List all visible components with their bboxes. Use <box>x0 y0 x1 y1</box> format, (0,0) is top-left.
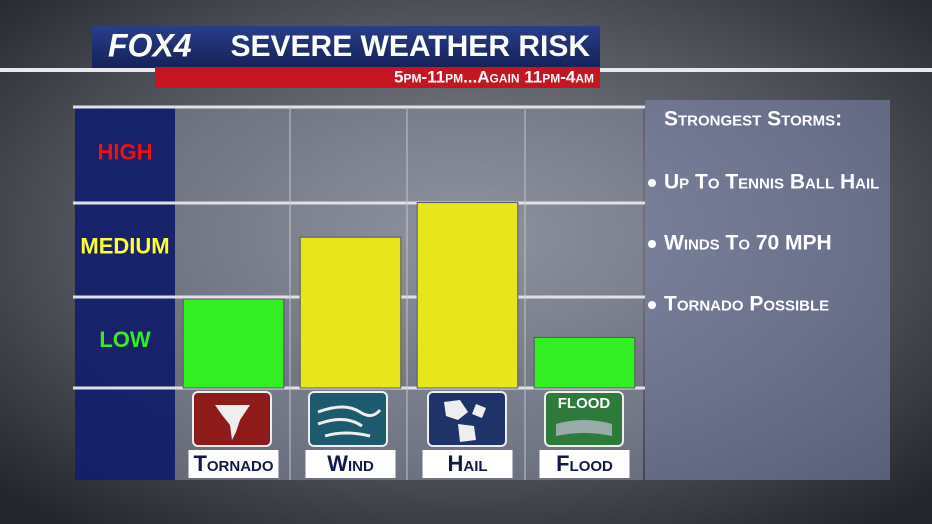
panel-heading: Strongest Storms: <box>664 108 842 131</box>
label-column <box>75 107 175 480</box>
column-dividers <box>289 107 526 480</box>
bar <box>416 202 519 389</box>
bullet <box>648 240 656 248</box>
x-tick-label: Hail <box>447 451 487 476</box>
bar <box>299 236 402 389</box>
icons: FLOOD <box>192 391 624 447</box>
y-tick-label: LOW <box>99 327 151 352</box>
panel-item: Tornado Possible <box>664 293 829 316</box>
subtitle-bar <box>155 67 600 88</box>
hail-shape <box>444 400 486 442</box>
label-plate <box>539 450 630 478</box>
title-bar <box>92 26 600 68</box>
label-plate <box>188 450 279 478</box>
side-panel <box>645 100 890 480</box>
chart-title: SEVERE WEATHER RISK <box>231 30 591 63</box>
flood-shape <box>556 420 612 436</box>
logo: FOX4 <box>108 27 192 63</box>
tornado-shape <box>215 405 250 440</box>
label-plate <box>422 450 513 478</box>
x-tick-label: Wind <box>327 451 374 476</box>
wind-shape <box>317 405 382 438</box>
label-plate <box>305 450 396 478</box>
x-tick-label: Tornado <box>193 451 273 476</box>
bullet <box>648 301 656 309</box>
panel-item: Up To Tennis Ball Hail <box>664 171 879 194</box>
flood-icon-text: FLOOD <box>558 395 611 412</box>
bar <box>533 336 636 389</box>
bullet <box>648 179 656 187</box>
panel-item: Winds To 70 MPH <box>664 232 832 255</box>
y-tick-label: HIGH <box>98 140 153 165</box>
chart-subtitle: 5pm-11pm...Again 11pm-4am <box>394 67 594 86</box>
x-tick-label: Flood <box>556 451 613 476</box>
bar <box>182 298 285 389</box>
y-tick-label: MEDIUM <box>80 233 169 258</box>
